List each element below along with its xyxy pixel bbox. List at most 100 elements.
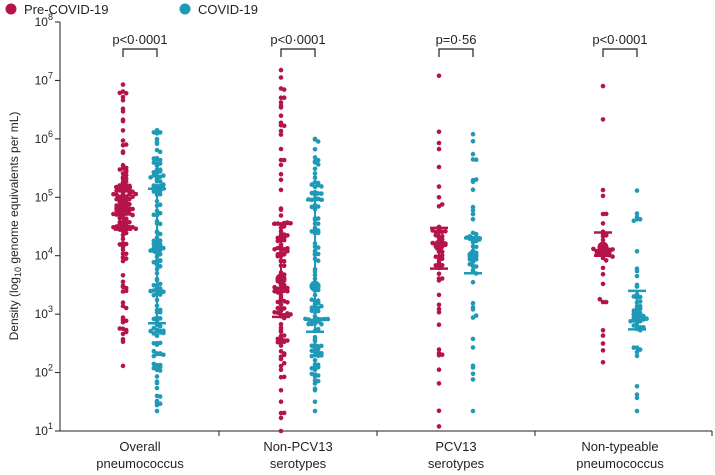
group-0-covid-point-114 [151, 260, 157, 265]
group-1-covid-point-58 [312, 358, 318, 363]
group-0-pre-point-42 [123, 241, 129, 247]
group-1-pre-point-31 [278, 132, 284, 137]
group-0-covid-point-123 [154, 398, 160, 404]
group-1-pre-point-107 [272, 284, 277, 290]
group-0-pre-point-83 [127, 192, 132, 197]
group-0-covid-point-135 [157, 309, 163, 315]
group-1-covid-point-97 [315, 204, 321, 209]
group-2-covid-point-31 [470, 371, 476, 377]
group-2-pre-point-38 [439, 352, 445, 358]
group-1-covid-point-108 [309, 229, 315, 234]
group-3-covid-point-30 [634, 249, 640, 254]
group-0-covid-point-95 [157, 238, 163, 243]
group-2-covid-point-48 [473, 264, 479, 269]
y-tick-exp-5: 6 [48, 129, 53, 139]
group-1-pre-point-117 [278, 187, 284, 193]
group-1-covid-point-112 [315, 139, 321, 144]
group-2-pre-point-52 [433, 263, 439, 268]
y-tick-exp-3: 4 [48, 246, 53, 256]
group-2-pre-point-21 [436, 195, 442, 200]
group-2-annotation: p=0·56 [436, 32, 477, 57]
group-0-pre-point-70 [120, 128, 126, 133]
y-tick-label-2: 103 [35, 304, 53, 321]
group-0-pre-point-107 [133, 226, 139, 232]
group-1-pre-point-96 [278, 367, 284, 373]
group-2-pre-point-3 [436, 292, 442, 298]
group-1-pre-point-27 [281, 157, 287, 163]
group-1-covid-point-113 [309, 348, 315, 354]
group-1-pre-point-128 [275, 238, 281, 244]
group-1-pre-point-67 [281, 410, 287, 416]
group-0-pre-point-123 [114, 196, 119, 202]
group-1-pre-point-42 [278, 171, 284, 177]
group-0-pre-point-122 [127, 196, 132, 202]
group-1-pre-point-124 [281, 374, 287, 380]
y-tick-base-3: 10 [35, 249, 49, 263]
group-1-pre-point-120 [278, 213, 284, 218]
group-3-covid-point-45 [628, 318, 633, 324]
x-category-label-0-line-1: pneumococcus [96, 456, 184, 471]
group-3-covid-point-46 [644, 316, 649, 322]
group-1-pre-point-84 [278, 415, 284, 421]
group-1-covid-point-61 [315, 326, 321, 332]
group-2-covid-point-9 [470, 204, 476, 210]
group-1-points [272, 67, 331, 434]
group-1-pre-point-95 [272, 288, 277, 294]
group-3-covid-point-1 [634, 188, 640, 193]
group-2-pre-point-57 [433, 254, 439, 259]
group-1-pre-point-125 [278, 100, 284, 105]
group-0-covid-point-81 [151, 316, 157, 322]
group-2-covid-point-12 [470, 300, 476, 306]
group-0-pre-point-113 [111, 211, 116, 217]
group-0-pre-point-37 [120, 300, 126, 305]
group-1-pre-median [275, 273, 287, 285]
legend-label-pre-covid: Pre-COVID-19 [24, 2, 109, 17]
group-0-covid-point-108 [157, 161, 163, 166]
group-3-pre-point-41 [610, 247, 615, 252]
group-0-covid-point-117 [151, 160, 157, 165]
group-0-pre-point-139 [123, 176, 129, 181]
y-tick-base-5: 10 [35, 132, 49, 146]
group-1-pre-point-98 [278, 113, 284, 118]
group-1-covid-point-102 [303, 316, 308, 322]
group-2-covid-point-35 [470, 336, 476, 342]
group-3-pre-point-6 [600, 299, 606, 305]
group-1-pre-point-56 [281, 360, 287, 366]
group-3-covid-summary [628, 289, 646, 331]
group-3-covid-point-0 [634, 408, 640, 414]
group-3-p-value: p<0·0001 [592, 32, 647, 47]
group-2-covid-point-42 [470, 208, 476, 213]
group-1-covid-point-106 [312, 367, 318, 373]
group-2-pre-point-40 [436, 276, 442, 281]
group-0-pre-point-11 [120, 339, 126, 345]
group-1-covid-point-42 [315, 230, 321, 236]
group-0-pre-point-49 [123, 251, 129, 257]
group-3-covid-point-37 [634, 349, 640, 355]
group-3-pre-point-4 [600, 333, 606, 338]
group-0-covid-point-145 [154, 155, 160, 161]
group-2-pre-point-47 [436, 184, 442, 189]
x-category-label-3: Non-typeable pneumococcus [576, 439, 664, 471]
group-0-pre-point-132 [120, 118, 126, 124]
group-1-pre-point-112 [281, 306, 287, 311]
group-0-covid-point-7 [154, 136, 160, 142]
group-1-covid-point-111 [319, 184, 324, 189]
group-1-covid-point-73 [309, 182, 315, 187]
group-1-pre-point-88 [275, 339, 281, 345]
group-2-p-value: p=0·56 [436, 32, 477, 47]
group-0-pre-point-119 [123, 172, 129, 178]
group-2-covid-point-52 [470, 345, 476, 350]
group-0-covid-point-61 [157, 281, 163, 287]
group-2-bracket [438, 48, 474, 57]
group-1-pre-point-55 [278, 363, 284, 369]
group-0-covid-point-75 [157, 258, 163, 263]
y-tick-label-6: 107 [35, 70, 53, 87]
group-0-covid-point-126 [154, 176, 160, 182]
group-2-pre-point-14 [436, 367, 442, 373]
group-0-pre-point-101 [120, 106, 126, 112]
group-1-pre-point-81 [278, 349, 284, 354]
group-3-covid-point-44 [631, 323, 637, 328]
group-3-pre-point-43 [591, 246, 596, 252]
group-0-covid-point-69 [151, 325, 157, 331]
